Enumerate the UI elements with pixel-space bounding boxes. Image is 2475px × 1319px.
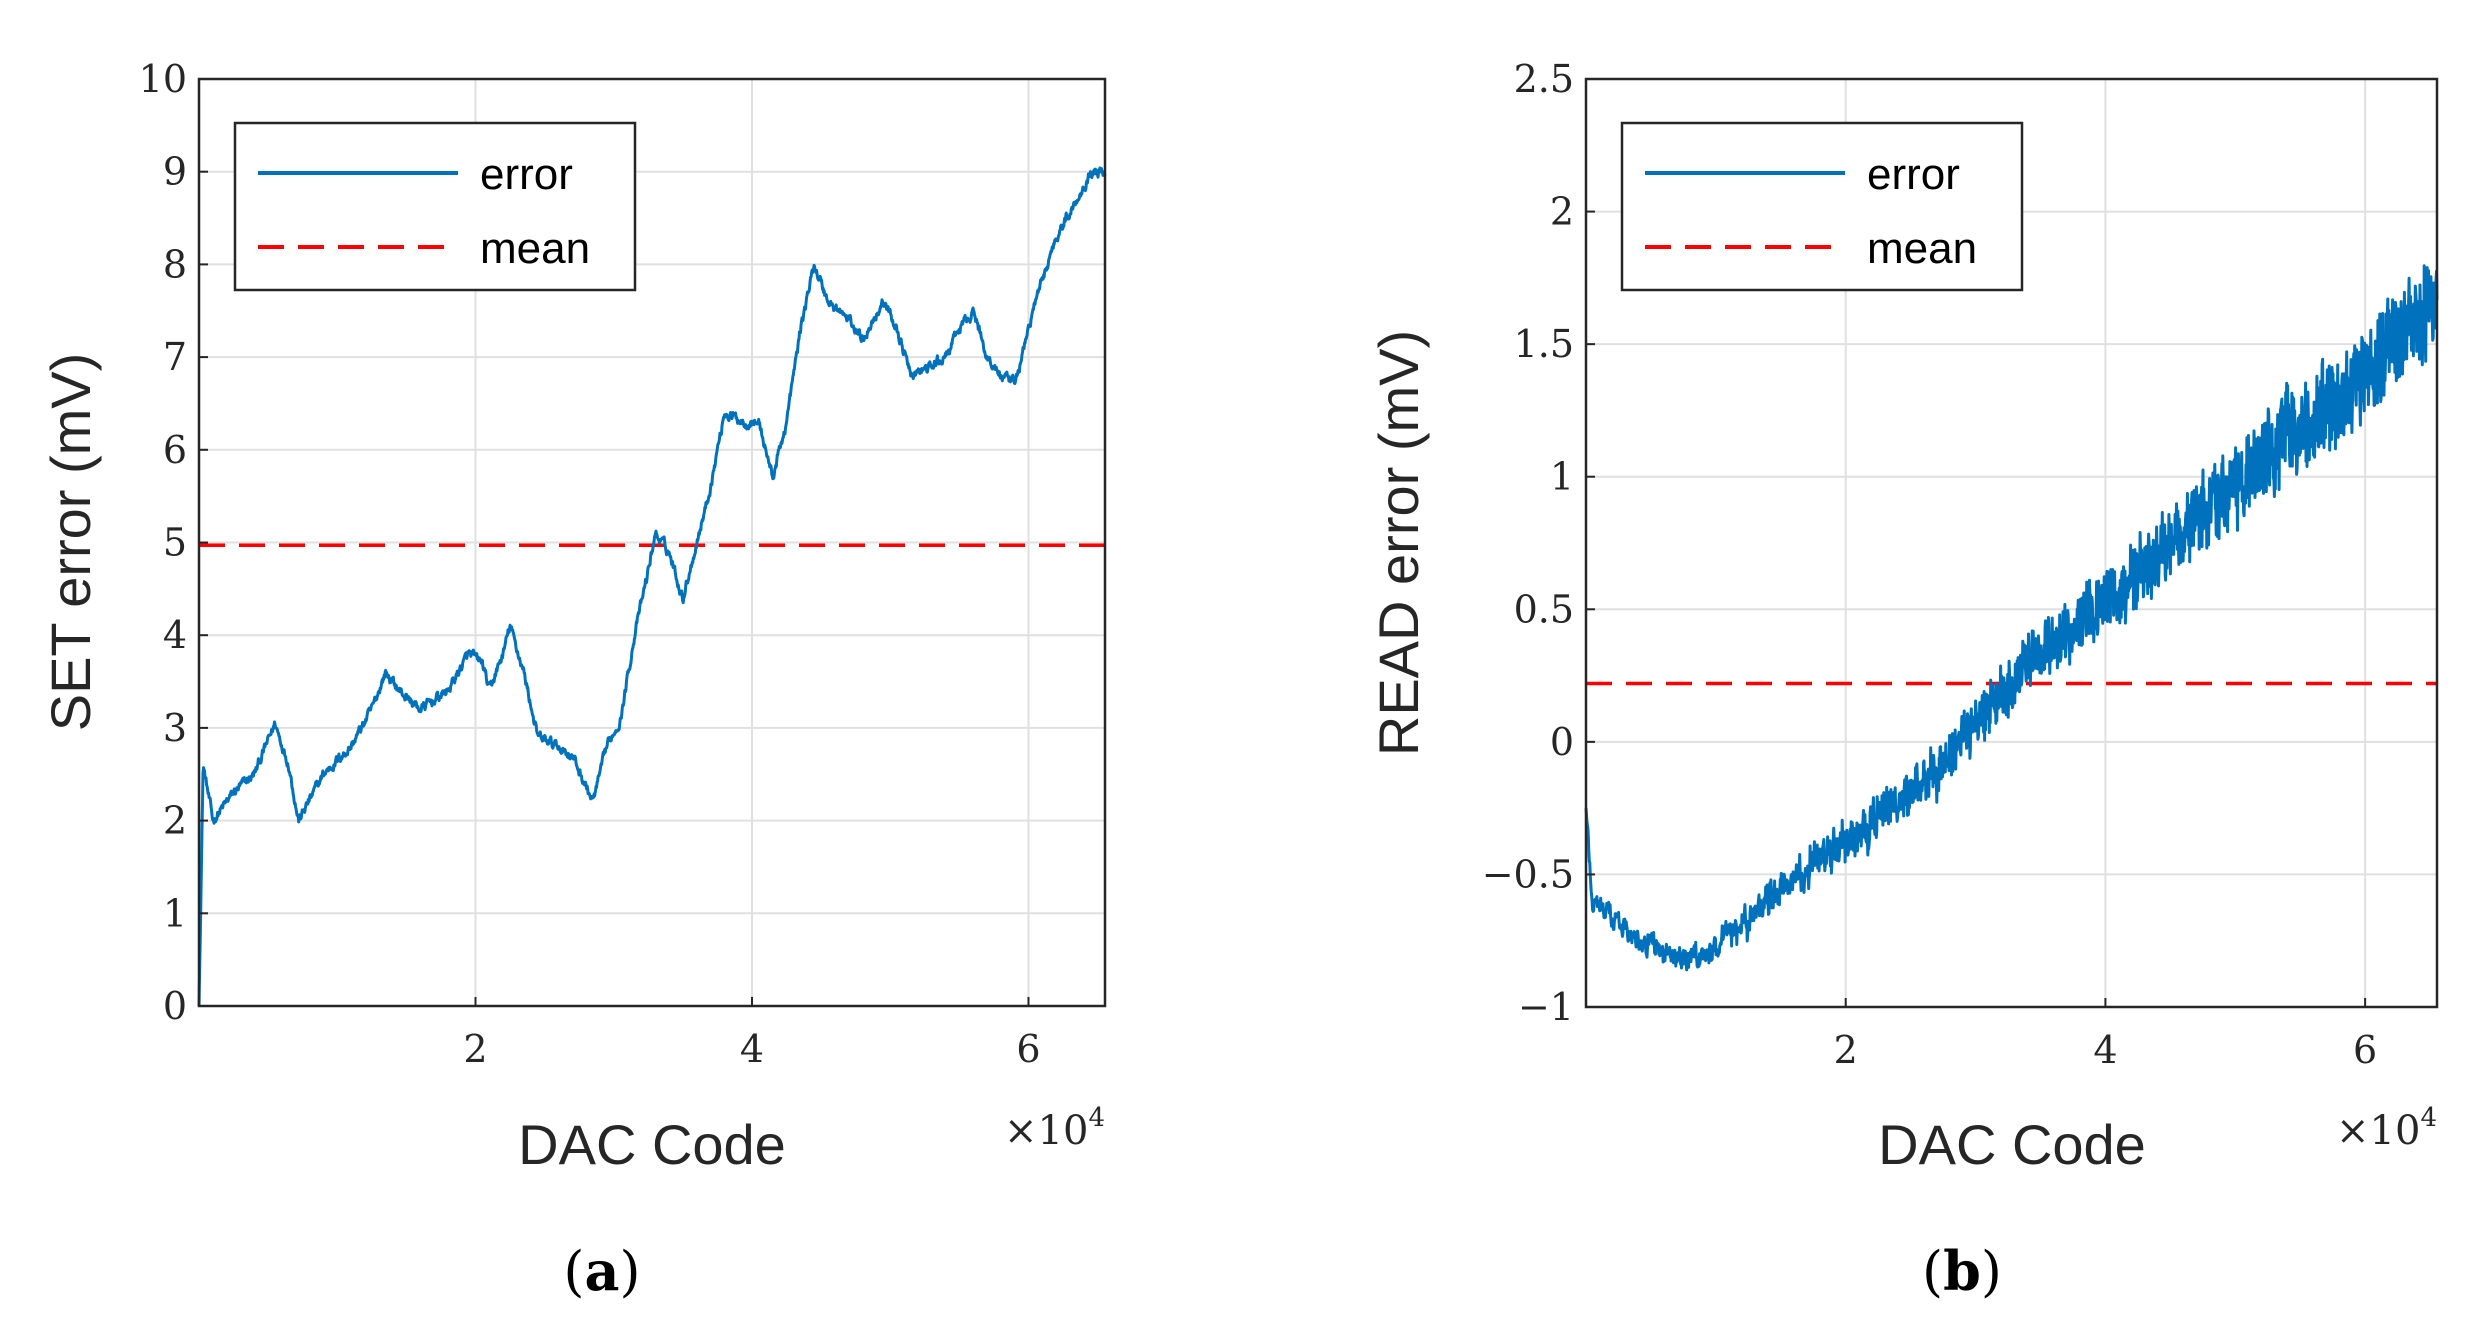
x-tick-label: 4 (2093, 1028, 2117, 1072)
x-tick-label: 6 (2353, 1028, 2377, 1072)
error-trace (197, 166, 1107, 1007)
y-tick-label: 4 (163, 613, 187, 657)
legend-box-b (1620, 121, 2024, 292)
x-tick-label: 2 (1834, 1028, 1858, 1072)
error-series-a (197, 166, 1107, 1007)
y-tick-label: 2.5 (1514, 57, 1574, 101)
y-tick-label: −0.5 (1482, 852, 1574, 896)
x-ticks-a: 2 4 6 (463, 997, 1041, 1071)
y-tick-label: −1 (1518, 985, 1574, 1029)
y-tick-label: 0 (163, 984, 187, 1028)
x-tick-label: 4 (740, 1027, 764, 1071)
y-tick-label: 3 (163, 706, 187, 750)
x-tick-label: 6 (1016, 1027, 1040, 1071)
x-multiplier-a: ×104 (1004, 1103, 1105, 1154)
x-axis-label-a: DAC Code (518, 1113, 786, 1176)
error-trace (1584, 264, 2439, 972)
y-tick-label: 7 (163, 335, 187, 379)
x-axis-label-b: DAC Code (1878, 1113, 2146, 1176)
legend-error-label-b: error (1867, 150, 1960, 199)
axes-box-b (1584, 77, 2439, 1009)
x-tick-label: 2 (463, 1027, 487, 1071)
y-tick-label: 1.5 (1514, 322, 1574, 366)
y-axis-label-b: READ error (mV) (1367, 330, 1430, 756)
y-tick-label: 1 (163, 891, 187, 935)
y-tick-label: 0 (1550, 720, 1574, 764)
y-axis-label-a: SET error (mV) (39, 353, 102, 732)
y-tick-label: 2 (163, 799, 187, 843)
y-tick-label: 0.5 (1514, 587, 1574, 631)
legend-box-a (233, 121, 637, 292)
y-tick-label: 5 (163, 521, 187, 565)
legend-b: error mean (1620, 121, 2024, 292)
y-ticks-b: −1 −0.5 0 0.5 1 1.5 2 2.5 (1482, 57, 1595, 1029)
chart-panel-b: 2 4 6 −1 −0.5 0 0.5 1 1.5 2 2.5 DAC Code READ err… (1367, 57, 2439, 1303)
legend-error-label-a: error (480, 150, 573, 199)
y-tick-label: 2 (1550, 190, 1574, 234)
x-ticks-b: 2 4 6 (1834, 998, 2377, 1072)
legend-mean-label-b: mean (1867, 224, 1977, 273)
y-tick-label: 9 (163, 150, 187, 194)
y-tick-label: 6 (163, 428, 187, 472)
subfigure-label-b: (b) (1922, 1239, 2002, 1303)
subfigure-label-a: (a) (563, 1239, 640, 1303)
legend-mean-label-a: mean (480, 224, 590, 273)
error-series-b (1584, 264, 2439, 972)
y-tick-label: 8 (163, 242, 187, 286)
y-tick-label: 10 (139, 57, 187, 101)
y-ticks-a: 0 1 2 3 4 5 6 7 8 9 10 (139, 57, 208, 1028)
x-multiplier-b: ×104 (2336, 1103, 2437, 1154)
legend-a: error mean (233, 121, 637, 292)
chart-panel-a: 2 4 6 0 1 2 3 4 5 6 7 8 9 10 DAC Code SET error (mV)… (39, 57, 1107, 1303)
y-tick-label: 1 (1550, 455, 1574, 499)
